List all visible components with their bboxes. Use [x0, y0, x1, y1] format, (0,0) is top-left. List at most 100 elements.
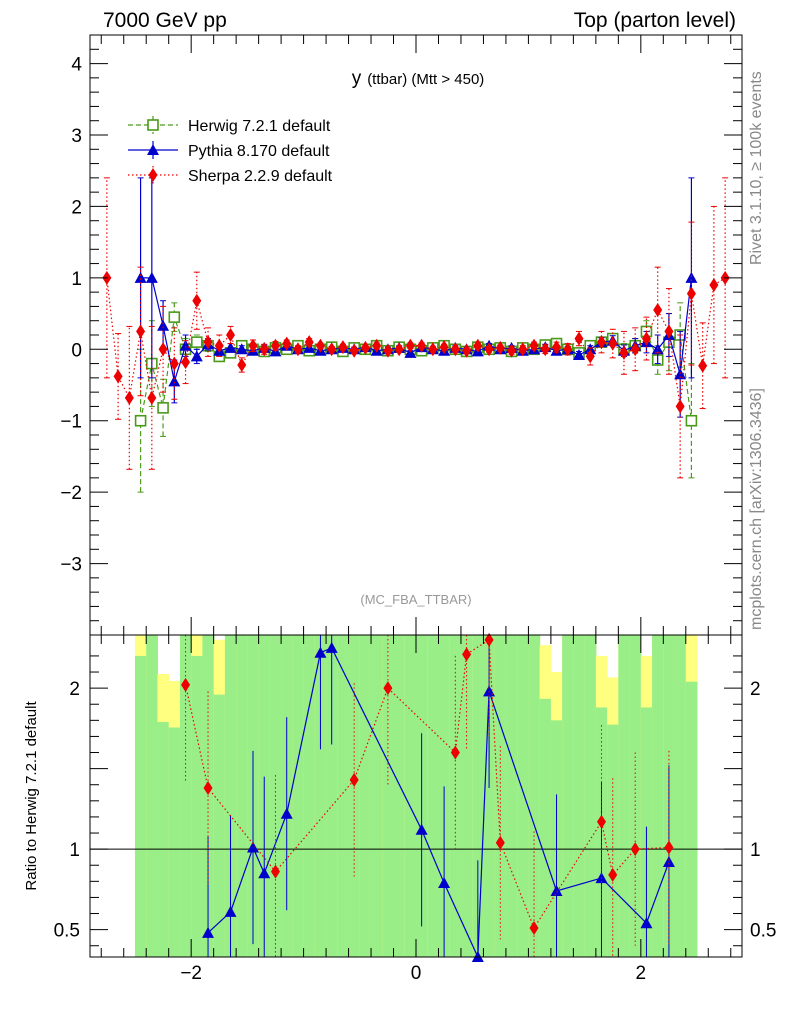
x-tick-label: −2: [180, 963, 202, 984]
x-tick-label: 0: [411, 963, 422, 984]
ratio-band-inner: [393, 635, 406, 957]
ratio-series-1: [181, 632, 674, 957]
data-point: [685, 414, 698, 427]
data-point: [698, 358, 708, 373]
main-title: y (ttbar) (Mtt > 450): [352, 68, 485, 89]
main-y-tick-label: 3: [71, 126, 82, 147]
data-point: [405, 338, 415, 353]
data-point: [190, 336, 203, 348]
ratio-band-inner: [179, 635, 192, 957]
main-y-tick-label: −3: [60, 555, 82, 576]
data-point: [259, 342, 269, 357]
ratio-band-inner: [460, 635, 473, 957]
ratio-y-tick-label-right: 1: [750, 840, 761, 861]
data-point: [293, 342, 303, 357]
data-point: [168, 311, 181, 323]
data-point: [675, 399, 685, 414]
data-point: [360, 340, 370, 355]
data-point: [192, 293, 202, 308]
ratio-point: [314, 646, 327, 658]
ratio-point: [529, 921, 539, 936]
data-point: [124, 390, 134, 405]
ratio-band-inner: [168, 727, 181, 957]
data-point: [573, 349, 585, 360]
ratio-y-label: Ratio to Herwig 7.2.1 default: [23, 701, 40, 891]
ratio-point: [202, 926, 215, 938]
ratio-y-tick-label-right: 0.5: [750, 921, 776, 942]
data-point: [450, 342, 460, 357]
ratio-point: [280, 807, 293, 819]
ratio-point: [450, 745, 460, 760]
data-point: [630, 342, 640, 357]
ratio-band-inner: [629, 635, 642, 957]
main-plot: −3 −2 −1 0 1 2 3 4 y (ttbar) (Mtt > 450) (MC_FBA…: [60, 34, 743, 636]
data-point: [394, 342, 404, 357]
series-0: [134, 302, 698, 493]
ratio-band-inner: [326, 635, 338, 957]
ratio-point: [325, 641, 338, 653]
data-point: [552, 340, 562, 355]
ratio-band-inner: [652, 635, 664, 957]
ratio-band-inner: [573, 635, 586, 957]
ratio-band-inner: [371, 635, 383, 957]
data-point: [157, 319, 170, 331]
ratio-y-tick-label: 0.5: [54, 921, 80, 942]
ratio-band-inner: [157, 721, 170, 957]
ratio-band-inner: [224, 635, 237, 957]
data-point: [134, 271, 147, 283]
data-point: [134, 414, 147, 427]
data-point: [224, 341, 237, 353]
main-y-tick-label: −1: [60, 412, 82, 433]
ratio-band-inner: [528, 635, 541, 957]
main-y-tick-label: 4: [71, 55, 82, 76]
ratio-band-inner: [359, 635, 372, 957]
ratio-y-tick-label: 2: [69, 679, 80, 700]
watermark: (MC_FBA_TTBAR): [360, 592, 471, 607]
data-point: [168, 375, 181, 387]
ratio-band-inner: [337, 635, 350, 957]
ratio-band-inner: [674, 635, 687, 957]
ratio-band-inner: [191, 655, 203, 957]
series-line: [140, 277, 693, 382]
ratio-point: [438, 876, 451, 888]
data-point: [190, 350, 203, 362]
data-point: [507, 343, 517, 358]
legend-label: Sherpa 2.2.9 default: [188, 168, 333, 185]
data-point: [685, 271, 698, 283]
ratio-plot: 0.5 0.5 1 1 2 2 −2 0 2 Ratio to Herwig 7.2.1 def…: [23, 632, 776, 984]
ratio-band-inner: [292, 635, 305, 957]
legend-marker: [148, 168, 158, 182]
data-point: [315, 338, 325, 353]
ratio-band-inner: [472, 635, 484, 957]
ratio-band-inner: [427, 635, 439, 957]
legend-label: Pythia 8.170 default: [188, 143, 330, 160]
ratio-point: [484, 632, 494, 647]
data-point: [540, 342, 550, 357]
data-point: [462, 343, 472, 358]
ratio-point: [224, 905, 237, 917]
data-point: [495, 340, 505, 355]
legend: Herwig 7.2.1 default Pythia 8.170 default…: [128, 116, 333, 185]
ratio-y-tick-label-right: 2: [750, 679, 761, 700]
ratio-y-tick-label: 1: [69, 840, 80, 861]
ratio-band-inner: [607, 724, 619, 957]
data-point: [235, 343, 248, 355]
ratio-point: [383, 681, 393, 696]
data-point: [641, 331, 651, 346]
main-y-tick-label: −2: [60, 483, 82, 504]
main-title-rest: (ttbar) (Mtt > 450): [367, 71, 484, 88]
legend-label: Herwig 7.2.1 default: [188, 118, 331, 135]
data-point: [653, 303, 663, 317]
ratio-band-inner: [685, 681, 698, 957]
ratio-band-inner: [134, 655, 147, 957]
main-y-tick-label: 2: [71, 197, 82, 218]
ratio-point: [608, 867, 618, 882]
data-point: [619, 345, 629, 360]
data-point: [484, 342, 494, 357]
legend-marker: [147, 119, 159, 131]
data-point: [158, 342, 168, 357]
ratio-band-inner: [213, 694, 226, 957]
ratio-band-inner: [505, 635, 518, 957]
data-point: [282, 336, 292, 351]
data-point: [327, 342, 337, 357]
